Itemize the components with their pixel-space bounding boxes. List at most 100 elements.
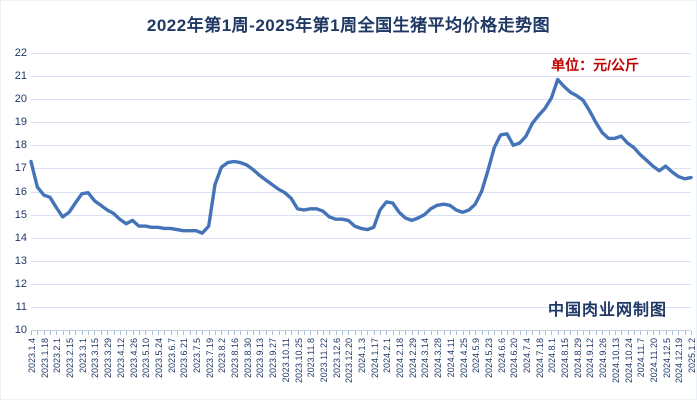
x-tick <box>88 331 89 335</box>
x-tick <box>640 331 641 335</box>
y-grid-line <box>31 261 691 262</box>
x-tick <box>659 331 660 335</box>
x-tick <box>158 331 159 335</box>
x-tick <box>577 331 578 335</box>
y-axis-label: 12 <box>14 278 27 290</box>
x-tick <box>399 331 400 335</box>
chart-title: 2022年第1周-2025年第1周全国生猪平均价格走势图 <box>146 16 551 35</box>
y-grid-line <box>31 168 691 169</box>
y-grid-line <box>31 238 691 239</box>
x-tick <box>317 331 318 335</box>
x-tick <box>253 331 254 335</box>
unit-label: 单位：元/公斤 <box>551 57 639 73</box>
x-tick <box>482 331 483 335</box>
x-tick <box>279 331 280 335</box>
x-tick <box>602 331 603 335</box>
y-grid-line <box>31 215 691 216</box>
x-tick <box>114 331 115 335</box>
x-tick <box>44 331 45 335</box>
x-tick <box>501 331 502 335</box>
x-tick <box>266 331 267 335</box>
x-tick <box>329 331 330 335</box>
x-tick <box>183 331 184 335</box>
y-grid-line <box>31 122 691 123</box>
x-tick <box>685 331 686 335</box>
y-grid-line <box>31 53 691 54</box>
x-tick <box>336 331 337 335</box>
x-tick <box>37 331 38 335</box>
y-axis-label: 15 <box>14 209 27 221</box>
x-tick <box>133 331 134 335</box>
x-tick <box>609 331 610 335</box>
x-tick <box>424 331 425 335</box>
x-tick <box>564 331 565 335</box>
x-tick <box>361 331 362 335</box>
x-tick <box>139 331 140 335</box>
y-grid-line <box>31 284 691 285</box>
x-tick <box>437 331 438 335</box>
x-tick <box>120 331 121 335</box>
x-tick <box>475 331 476 335</box>
x-tick <box>94 331 95 335</box>
y-axis-label: 14 <box>14 232 27 244</box>
x-tick <box>418 331 419 335</box>
y-axis-label: 22 <box>14 47 27 59</box>
x-tick <box>545 331 546 335</box>
x-tick <box>393 331 394 335</box>
x-tick <box>31 331 32 335</box>
x-tick <box>285 331 286 335</box>
y-axis-label: 13 <box>14 255 27 267</box>
x-tick <box>164 331 165 335</box>
x-tick <box>431 331 432 335</box>
x-tick <box>672 331 673 335</box>
y-axis-label: 10 <box>14 324 27 336</box>
x-tick <box>551 331 552 335</box>
x-tick <box>532 331 533 335</box>
x-axis-line <box>31 330 691 331</box>
x-tick <box>666 331 667 335</box>
x-tick <box>355 331 356 335</box>
x-tick <box>348 331 349 335</box>
x-tick <box>342 331 343 335</box>
x-tick <box>520 331 521 335</box>
x-tick <box>107 331 108 335</box>
x-tick <box>596 331 597 335</box>
x-tick <box>463 331 464 335</box>
y-grid-line <box>31 192 691 193</box>
x-tick <box>526 331 527 335</box>
x-tick <box>228 331 229 335</box>
x-tick <box>494 331 495 335</box>
x-tick <box>367 331 368 335</box>
y-grid-line <box>31 307 691 308</box>
x-tick <box>209 331 210 335</box>
x-tick <box>259 331 260 335</box>
x-tick <box>101 331 102 335</box>
x-tick <box>678 331 679 335</box>
x-tick <box>570 331 571 335</box>
x-tick <box>469 331 470 335</box>
price-line <box>29 77 693 235</box>
y-axis-label: 18 <box>14 139 27 151</box>
x-tick <box>412 331 413 335</box>
x-tick <box>513 331 514 335</box>
x-tick <box>583 331 584 335</box>
x-tick <box>177 331 178 335</box>
x-tick <box>615 331 616 335</box>
x-tick <box>304 331 305 335</box>
x-tick <box>653 331 654 335</box>
x-tick <box>75 331 76 335</box>
x-tick <box>240 331 241 335</box>
x-tick <box>196 331 197 335</box>
x-tick <box>450 331 451 335</box>
y-grid-line <box>31 145 691 146</box>
y-axis-label: 19 <box>14 116 27 128</box>
x-tick <box>234 331 235 335</box>
x-tick <box>323 331 324 335</box>
x-tick <box>126 331 127 335</box>
x-tick <box>310 331 311 335</box>
x-tick <box>621 331 622 335</box>
x-tick <box>405 331 406 335</box>
x-tick <box>190 331 191 335</box>
x-tick <box>374 331 375 335</box>
